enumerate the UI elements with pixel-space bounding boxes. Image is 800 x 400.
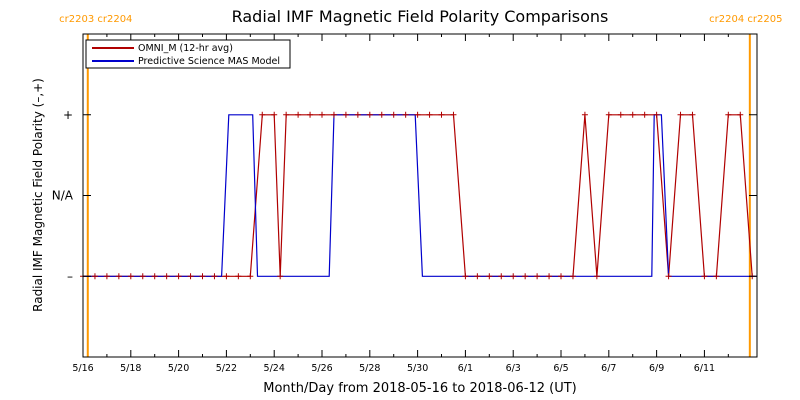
legend-label-omni: OMNI_M (12-hr avg) (138, 43, 233, 54)
y-tick-label: N/A (52, 189, 74, 203)
data-point-marker (139, 273, 146, 280)
x-axis-label: Month/Day from 2018-05-16 to 2018-06-12 … (263, 381, 576, 396)
data-point-marker (223, 273, 230, 280)
carrington-boundary-label: cr2203 cr2204 (59, 14, 132, 25)
y-axis-label: Radial IMF Magnetic Field Polarity (–,+) (31, 78, 45, 312)
x-tick-label: 6/5 (553, 363, 568, 374)
chart-title: Radial IMF Magnetic Field Polarity Compa… (232, 7, 609, 26)
x-tick-label: 5/18 (120, 363, 141, 374)
x-tick-label: 6/3 (506, 363, 521, 374)
x-tick-label: 5/30 (407, 363, 428, 374)
data-point-marker (605, 111, 612, 118)
data-point-marker (342, 111, 349, 118)
data-point-marker (677, 111, 684, 118)
data-point-marker (450, 111, 457, 118)
data-point-marker (426, 111, 433, 118)
data-point-marker (354, 111, 361, 118)
data-point-marker (390, 111, 397, 118)
data-point-marker (569, 273, 576, 280)
data-point-marker (510, 273, 517, 280)
data-point-marker (558, 273, 565, 280)
x-tick-label: 5/24 (264, 363, 285, 374)
x-tick-label: 5/26 (311, 363, 332, 374)
data-point-marker (103, 273, 110, 280)
data-point-marker (211, 273, 218, 280)
data-point-marker (307, 111, 314, 118)
data-point-marker (701, 273, 708, 280)
data-point-marker (641, 111, 648, 118)
data-point-marker (486, 273, 493, 280)
data-point-marker (187, 273, 194, 280)
data-point-marker (414, 111, 421, 118)
y-tick-label: + (63, 108, 73, 122)
data-point-marker (665, 273, 672, 280)
data-point-marker (378, 111, 385, 118)
data-point-marker (295, 111, 302, 118)
data-point-marker (115, 273, 122, 280)
data-point-marker (91, 273, 98, 280)
x-tick-label: 5/16 (72, 363, 93, 374)
x-tick-label: 6/11 (694, 363, 715, 374)
x-tick-label: 6/7 (601, 363, 616, 374)
data-point-marker (438, 111, 445, 118)
data-point-marker (462, 273, 469, 280)
data-point-marker (689, 111, 696, 118)
data-point-marker (235, 273, 242, 280)
data-point-marker (546, 273, 553, 280)
data-point-marker (725, 111, 732, 118)
legend: OMNI_M (12-hr avg) Predictive Science MA… (85, 39, 291, 69)
legend-box (85, 39, 291, 69)
data-point-marker (534, 273, 541, 280)
data-point-marker (259, 111, 266, 118)
data-point-marker (127, 273, 134, 280)
y-tick-label: – (67, 269, 73, 283)
data-point-marker (151, 273, 158, 280)
data-point-marker (498, 273, 505, 280)
series-lines (83, 114, 757, 277)
data-point-marker (175, 273, 182, 280)
carrington-boundary-label: cr2204 cr2205 (709, 14, 782, 25)
data-point-marker (271, 111, 278, 118)
data-point-marker (319, 111, 326, 118)
data-point-marker (737, 111, 744, 118)
data-point-marker (402, 111, 409, 118)
data-point-marker (629, 111, 636, 118)
plot-frame (82, 33, 758, 358)
axes: 5/16 5/18 5/20 5/22 5/24 5/26 5/28 5/30 6/1 6/3 6/… (52, 33, 758, 374)
data-point-marker (593, 273, 600, 280)
x-tick-label: 6/1 (458, 363, 473, 374)
data-point-marker (474, 273, 481, 280)
x-tick-label: 5/22 (216, 363, 237, 374)
x-tick-label: 6/9 (649, 363, 664, 374)
data-point-marker (330, 111, 337, 118)
data-point-marker (522, 273, 529, 280)
data-point-marker (277, 273, 284, 280)
data-point-marker (653, 111, 660, 118)
x-tick-label: 5/20 (168, 363, 189, 374)
data-point-marker (163, 273, 170, 280)
data-point-marker (199, 273, 206, 280)
data-point-marker (713, 273, 720, 280)
x-tick-label: 5/28 (359, 363, 380, 374)
series-line-model (83, 114, 757, 277)
data-point-marker (617, 111, 624, 118)
legend-label-model: Predictive Science MAS Model (138, 56, 280, 67)
data-point-marker (581, 111, 588, 118)
data-point-marker (283, 111, 290, 118)
data-point-marker (366, 111, 373, 118)
data-point-marker (247, 273, 254, 280)
